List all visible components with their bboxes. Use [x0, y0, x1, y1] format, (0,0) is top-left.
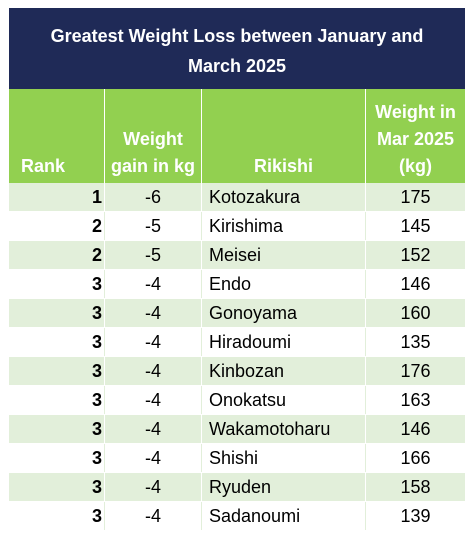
table-row: 3 -4 Hiradoumi 135 — [9, 328, 465, 357]
cell-rikishi: Kotozakura — [202, 183, 366, 211]
header-rank: Rank — [9, 89, 105, 183]
cell-rikishi: Gonoyama — [202, 299, 366, 327]
cell-rank: 1 — [9, 183, 105, 211]
cell-rank: 3 — [9, 502, 105, 530]
table-row: 1 -6 Kotozakura 175 — [9, 183, 465, 212]
header-weight-mar-line-1: Weight in — [375, 102, 456, 122]
cell-weight-gain: -4 — [105, 270, 202, 298]
table-title: Greatest Weight Loss between January and… — [9, 8, 465, 89]
header-weight-mar-line-2: Mar 2025 — [376, 129, 455, 149]
table-row: 2 -5 Kirishima 145 — [9, 212, 465, 241]
cell-weight-gain: -4 — [105, 386, 202, 414]
cell-rikishi: Sadanoumi — [202, 502, 366, 530]
cell-rikishi: Hiradoumi — [202, 328, 366, 356]
header-rikishi: Rikishi — [202, 89, 366, 183]
cell-weight-gain: -4 — [105, 328, 202, 356]
cell-rank: 3 — [9, 444, 105, 472]
table-row: 3 -4 Ryuden 158 — [9, 473, 465, 502]
table-row: 3 -4 Shishi 166 — [9, 444, 465, 473]
cell-weight-gain: -5 — [105, 212, 202, 240]
table-row: 3 -4 Wakamotoharu 146 — [9, 415, 465, 444]
cell-rank: 3 — [9, 473, 105, 501]
cell-weight-gain: -4 — [105, 299, 202, 327]
cell-weight-mar: 160 — [400, 303, 431, 323]
cell-weight-gain: -4 — [105, 473, 202, 501]
weight-loss-table: Greatest Weight Loss between January and… — [9, 8, 465, 535]
header-weight-mar-line-3: (kg) — [398, 156, 432, 176]
table-row: 3 -4 Sadanoumi 139 — [9, 502, 465, 531]
cell-weight-mar: 163 — [400, 390, 431, 410]
cell-weight-mar: 152 — [400, 245, 431, 265]
table-row: 3 -4 Endo 146 — [9, 270, 465, 299]
cell-rank: 3 — [9, 357, 105, 385]
cell-weight-mar: 158 — [400, 477, 431, 497]
header-rank-label: Rank — [21, 156, 66, 176]
cell-weight-gain: -4 — [105, 415, 202, 443]
cell-rank: 3 — [9, 415, 105, 443]
cell-rikishi: Wakamotoharu — [202, 415, 366, 443]
cell-rikishi: Ryuden — [202, 473, 366, 501]
cell-weight-mar: 166 — [400, 448, 431, 468]
cell-rikishi: Meisei — [202, 241, 366, 269]
cell-weight-gain: -4 — [105, 357, 202, 385]
cell-rank: 3 — [9, 328, 105, 356]
table-row: 2 -5 Meisei 152 — [9, 241, 465, 270]
header-weight-mar: Weight in Mar 2025 (kg) — [366, 89, 465, 183]
table-row: 3 -4 Onokatsu 163 — [9, 386, 465, 415]
cell-weight-gain: -6 — [105, 183, 202, 211]
cell-rank: 3 — [9, 270, 105, 298]
cell-rikishi: Kinbozan — [202, 357, 366, 385]
table-row: 3 -4 Kinbozan 176 — [9, 357, 465, 386]
cell-weight-gain: -5 — [105, 241, 202, 269]
cell-rank: 2 — [9, 241, 105, 269]
cell-weight-mar: 146 — [400, 274, 431, 294]
header-weight-gain-line-2: gain in kg — [110, 156, 195, 176]
header-weight-gain: Weight gain in kg — [105, 89, 202, 183]
table-body: 1 -6 Kotozakura 175 2 -5 Kirishima 145 2 -5 Meisei… — [9, 183, 465, 531]
cell-rikishi: Kirishima — [202, 212, 366, 240]
cell-weight-gain: -4 — [105, 444, 202, 472]
cell-rikishi: Endo — [202, 270, 366, 298]
table-title-line-2: March 2025 — [187, 56, 287, 76]
header-rikishi-label: Rikishi — [253, 156, 314, 176]
header-weight-gain-line-1: Weight — [123, 129, 183, 149]
cell-rikishi: Onokatsu — [202, 386, 366, 414]
cell-rank: 2 — [9, 212, 105, 240]
table-title-line-1: Greatest Weight Loss between January and — [50, 26, 424, 46]
cell-rank: 3 — [9, 299, 105, 327]
cell-weight-mar: 145 — [400, 216, 431, 236]
cell-weight-mar: 175 — [400, 187, 431, 207]
table-header-row: Rank Weight gain in kg Rikishi Weight in… — [9, 89, 465, 183]
cell-rikishi: Shishi — [202, 444, 366, 472]
cell-weight-mar: 146 — [400, 419, 431, 439]
cell-weight-gain: -4 — [105, 502, 202, 530]
cell-rank: 3 — [9, 386, 105, 414]
cell-weight-mar: 176 — [400, 361, 431, 381]
cell-weight-mar: 139 — [400, 506, 431, 526]
table-row: 3 -4 Gonoyama 160 — [9, 299, 465, 328]
cell-weight-mar: 135 — [400, 332, 431, 352]
